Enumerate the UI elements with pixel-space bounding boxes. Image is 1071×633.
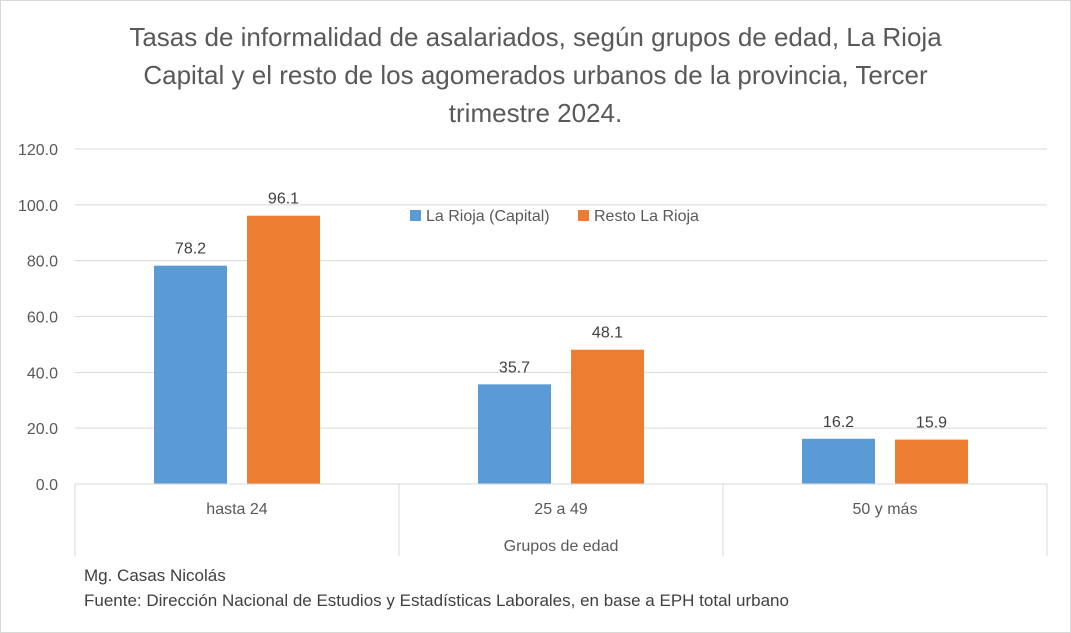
bar [478,384,551,484]
footer-source: Fuente: Dirección Nacional de Estudios y… [84,591,789,610]
footer-author: Mg. Casas Nicolás [84,566,226,585]
legend-swatch [410,210,421,221]
data-label: 96.1 [268,191,299,208]
data-label: 48.1 [592,325,623,342]
y-tick-label: 0.0 [36,477,58,494]
x-tick-label: 25 a 49 [534,501,587,518]
bar [571,349,644,484]
x-tick-label: 50 y más [853,501,918,518]
bar [802,438,875,484]
legend-label: Resto La Rioja [594,208,699,225]
y-tick-label: 100.0 [18,198,58,215]
data-label: 15.9 [916,415,947,432]
x-axis-title: Grupos de edad [504,538,619,555]
y-tick-label: 20.0 [27,421,58,438]
legend-label: La Rioja (Capital) [426,208,550,225]
legend-swatch [578,210,589,221]
chart-title: Tasas de informalidad de asalariados, se… [129,22,942,128]
y-tick-label: 120.0 [18,142,58,159]
bar [895,439,968,484]
bar [154,265,227,484]
data-label: 35.7 [499,359,530,376]
data-label: 16.2 [823,414,854,431]
data-label: 78.2 [175,241,206,258]
y-tick-label: 40.0 [27,365,58,382]
bar [247,215,320,485]
x-tick-label: hasta 24 [206,501,267,518]
y-tick-label: 60.0 [27,310,58,327]
y-tick-label: 80.0 [27,254,58,271]
